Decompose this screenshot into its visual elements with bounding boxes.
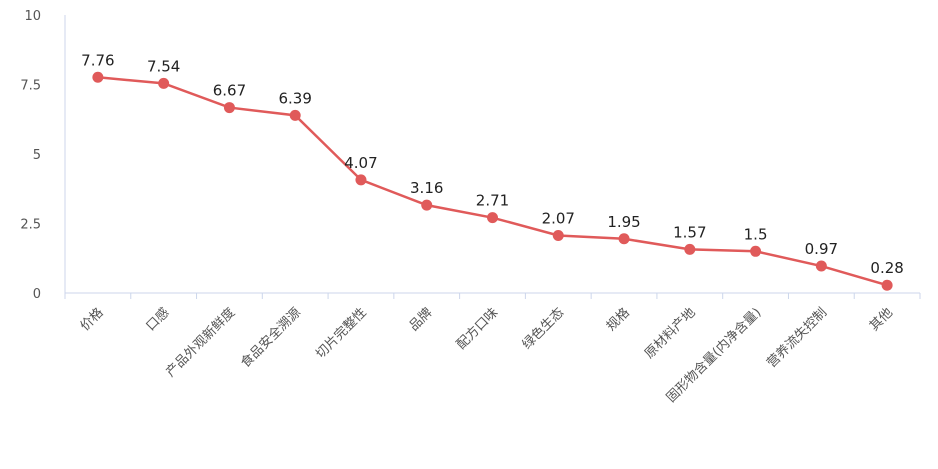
value-label: 7.54 [147,57,180,75]
point [487,212,498,224]
value-label: 4.07 [344,154,377,172]
value-label: 6.39 [278,89,311,107]
value-label: 2.07 [542,209,575,227]
x-tick-label: 营养流失控制 [764,305,830,371]
x-tick-label: 食品安全溯源 [238,305,304,371]
point [552,229,564,241]
y-tick-label: 7.5 [20,79,41,94]
value-label: 1.57 [673,223,706,241]
x-tick-label: 规格 [603,305,633,335]
point [815,260,827,272]
value-label: 3.16 [410,179,443,197]
value-label: 0.97 [805,240,838,258]
value-label: 6.67 [213,82,246,100]
x-tick-label: 其他 [867,305,896,334]
point [618,233,630,245]
x-tick-label: 口感 [143,305,173,335]
point [158,77,170,89]
point [223,102,235,114]
point [289,109,301,121]
value-label: 2.71 [476,192,509,210]
x-tick-label: 价格 [77,305,107,335]
x-tick-label: 绿色生态 [519,305,567,353]
value-label: 0.28 [870,259,903,277]
x-tick-label: 产品外观新鲜度 [163,305,239,381]
point [684,243,696,255]
line [97,76,888,287]
value-label: 1.95 [607,213,640,231]
y-tick-label: 5 [33,148,41,163]
point [881,279,893,291]
value-label: 1.5 [744,225,768,243]
y-tick-label: 2.5 [20,218,41,233]
x-tick-label: 原材料产地 [642,305,699,362]
y-tick-label: 10 [24,9,41,24]
point [421,199,433,211]
point [750,245,762,257]
x-tick-label: 切片完整性 [313,305,370,362]
point [355,174,367,186]
y-tick-label: 0 [33,287,41,302]
x-tick-label: 品牌 [406,305,436,335]
point [92,71,104,83]
x-tick-label: 配方口味 [453,305,501,353]
value-label: 7.76 [81,51,114,69]
